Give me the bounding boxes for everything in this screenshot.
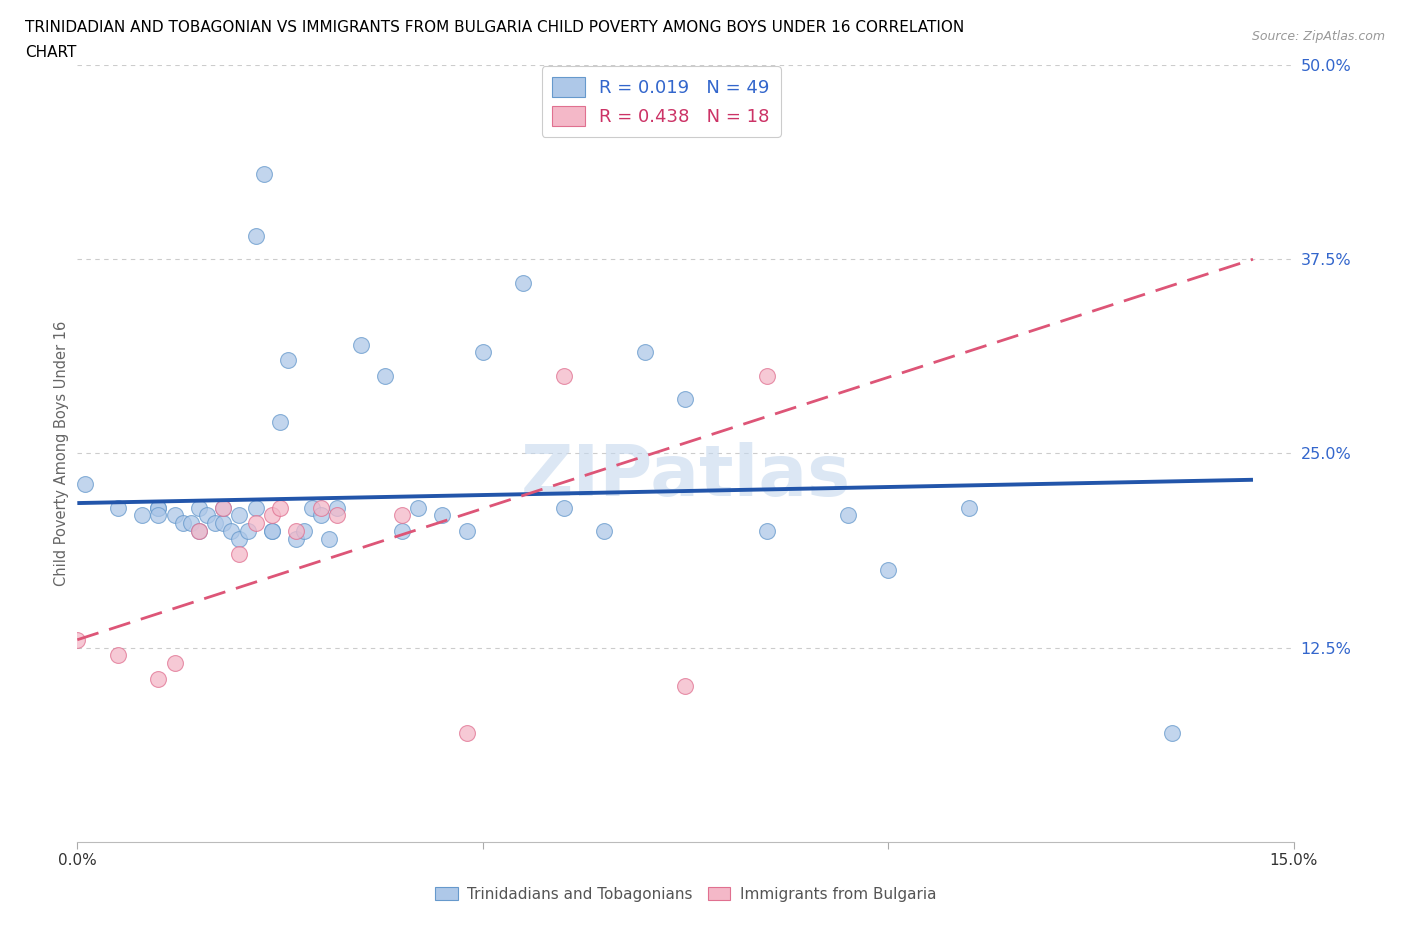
Point xyxy=(195,508,218,523)
Point xyxy=(148,671,170,686)
Text: Source: ZipAtlas.com: Source: ZipAtlas.com xyxy=(1251,30,1385,43)
Point xyxy=(374,368,396,383)
Text: TRINIDADIAN AND TOBAGONIAN VS IMMIGRANTS FROM BULGARIA CHILD POVERTY AMONG BOYS : TRINIDADIAN AND TOBAGONIAN VS IMMIGRANTS… xyxy=(25,20,965,35)
Point xyxy=(675,392,697,406)
Point xyxy=(212,500,235,515)
Point xyxy=(1161,725,1184,740)
Text: ZIPatlas: ZIPatlas xyxy=(520,442,851,512)
Point xyxy=(163,656,186,671)
Y-axis label: Child Poverty Among Boys Under 16: Child Poverty Among Boys Under 16 xyxy=(53,321,69,586)
Point xyxy=(675,679,697,694)
Point xyxy=(148,500,170,515)
Point xyxy=(285,524,308,538)
Point xyxy=(350,338,373,352)
Point xyxy=(285,531,308,546)
Point xyxy=(188,524,211,538)
Point xyxy=(236,524,259,538)
Point xyxy=(326,500,349,515)
Point xyxy=(837,508,859,523)
Point xyxy=(131,508,153,523)
Point xyxy=(245,500,267,515)
Point xyxy=(228,547,250,562)
Point xyxy=(212,500,235,515)
Point xyxy=(163,508,186,523)
Point xyxy=(406,500,429,515)
Point xyxy=(634,345,657,360)
Point xyxy=(292,524,315,538)
Point xyxy=(228,508,250,523)
Point xyxy=(245,516,267,531)
Point xyxy=(277,352,299,367)
Point xyxy=(107,500,129,515)
Point xyxy=(245,229,267,244)
Point xyxy=(456,725,478,740)
Point xyxy=(471,345,494,360)
Point xyxy=(309,508,332,523)
Point xyxy=(188,524,211,538)
Point xyxy=(593,524,616,538)
Text: CHART: CHART xyxy=(25,45,77,60)
Point xyxy=(553,368,575,383)
Point xyxy=(66,632,89,647)
Point xyxy=(326,508,349,523)
Point xyxy=(957,500,980,515)
Point xyxy=(301,500,323,515)
Point xyxy=(755,368,778,383)
Point xyxy=(75,477,97,492)
Point xyxy=(391,524,413,538)
Point xyxy=(253,166,276,181)
Point xyxy=(148,508,170,523)
Point xyxy=(228,531,250,546)
Point xyxy=(755,524,778,538)
Point xyxy=(553,500,575,515)
Point xyxy=(512,275,534,290)
Legend: Trinidadians and Tobagonians, Immigrants from Bulgaria: Trinidadians and Tobagonians, Immigrants… xyxy=(429,881,942,908)
Point xyxy=(391,508,413,523)
Point xyxy=(309,500,332,515)
Point xyxy=(148,500,170,515)
Point xyxy=(269,500,291,515)
Point xyxy=(430,508,453,523)
Point xyxy=(107,648,129,663)
Point xyxy=(172,516,194,531)
Point xyxy=(456,524,478,538)
Point xyxy=(180,516,202,531)
Point xyxy=(877,563,900,578)
Point xyxy=(188,500,211,515)
Point xyxy=(269,415,291,430)
Point xyxy=(260,524,283,538)
Point xyxy=(204,516,226,531)
Point xyxy=(318,531,340,546)
Point xyxy=(260,524,283,538)
Point xyxy=(221,524,243,538)
Point xyxy=(260,508,283,523)
Point xyxy=(212,516,235,531)
